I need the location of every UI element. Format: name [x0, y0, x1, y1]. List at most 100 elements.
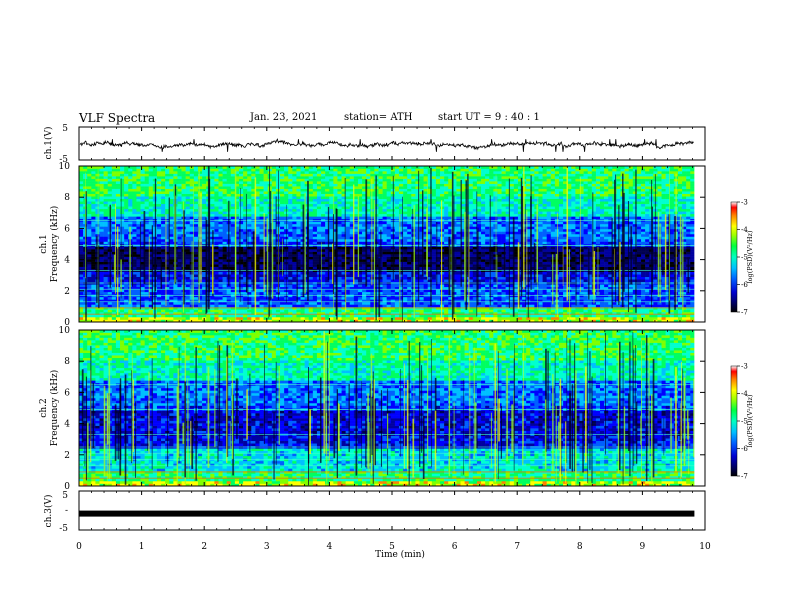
spectrogram-cell: [587, 276, 593, 280]
spectrogram-cell: [370, 259, 375, 262]
spectrogram-cell: [604, 319, 609, 323]
spectrogram-cell: [440, 314, 445, 318]
spectrogram-cell: [620, 319, 625, 323]
spectrogram-cell: [99, 299, 104, 303]
spectrogram-cell: [427, 296, 433, 300]
spectrogram-cell: [444, 249, 449, 252]
spectrogram-cell: [312, 301, 318, 305]
spectrogram-cell: [103, 276, 109, 280]
spectrogram-cell: [247, 286, 252, 290]
spectrogram-cell: [624, 246, 630, 250]
spectrogram-cell: [247, 296, 252, 300]
spectrogram-cell: [165, 301, 170, 305]
spectrogram-cell: [653, 316, 658, 320]
spectrogram-cell: [120, 236, 125, 240]
spectrogram-cell: [632, 314, 638, 318]
spectrogram-cell: [394, 309, 400, 313]
spectrogram-cell: [382, 271, 387, 275]
spectrogram-cell: [509, 246, 515, 250]
spectrogram-cell: [563, 246, 568, 250]
spectrogram-cell: [185, 299, 191, 303]
spectrogram-cell: [489, 319, 494, 323]
spectrogram-cell: [103, 271, 109, 275]
spectrogram-cell: [632, 291, 638, 295]
spectrogram-cell: [300, 301, 305, 305]
spectrogram-cell: [579, 261, 584, 265]
spectrogram-cell: [337, 319, 342, 323]
spectrogram-cell: [538, 284, 543, 288]
spectrogram-cell: [349, 284, 355, 288]
spectrogram-cell: [587, 279, 593, 283]
spectrogram-cell: [357, 261, 363, 265]
spectrogram-cell: [497, 309, 502, 313]
spectrogram-cell: [337, 238, 342, 242]
spectrogram-cell: [628, 284, 634, 288]
spectrogram-cell: [579, 286, 584, 290]
spectrogram-cell: [87, 309, 92, 313]
spectrogram-cell: [526, 319, 531, 323]
spectrogram-cell: [222, 311, 227, 315]
spectrogram-cell: [657, 289, 662, 293]
spectrogram-cell: [382, 314, 387, 318]
spectrogram-cell: [234, 314, 240, 318]
spectrogram-cell: [255, 256, 260, 260]
spectrogram-cell: [661, 284, 666, 288]
spectrogram-cell: [534, 319, 539, 323]
spectrogram-cell: [148, 274, 154, 278]
spectrogram-cell: [563, 311, 568, 315]
spectrogram-cell: [407, 251, 412, 255]
spectrogram-cell: [587, 301, 593, 305]
spectrogram-cell: [193, 314, 199, 318]
spectrogram-cell: [263, 304, 269, 308]
spectrogram-cell: [419, 238, 424, 242]
spectrogram-cell: [485, 289, 490, 293]
spectrogram-cell: [546, 304, 552, 308]
spectrogram-cell: [99, 241, 104, 245]
spectrogram-cell: [210, 296, 215, 300]
spectrogram-cell: [308, 296, 314, 300]
spectrogram-cell: [304, 286, 310, 290]
spectrogram-cell: [661, 304, 666, 308]
spectrogram-cell: [476, 264, 482, 267]
spectrogram-cell: [263, 264, 269, 267]
spectrogram-cell: [456, 254, 461, 257]
spectrogram-cell: [189, 311, 195, 315]
spectrogram-cell: [124, 316, 129, 320]
spectrogram-cell: [641, 264, 646, 267]
spectrogram-cell: [489, 309, 494, 313]
spectrogram-cell: [522, 319, 527, 323]
spectrogram-cell: [222, 291, 227, 295]
spectrogram-cell: [501, 311, 506, 315]
spectrogram-cell: [460, 316, 465, 320]
spectrogram-cell: [497, 256, 502, 260]
spectrogram-cell: [148, 279, 154, 283]
spectrogram-cell: [403, 246, 408, 250]
spectrogram-cell: [263, 254, 269, 257]
spectrogram-cell: [230, 241, 236, 245]
spectrogram-cell: [513, 289, 519, 293]
spectrogram-cell: [386, 311, 392, 315]
spectrogram-cell: [558, 286, 564, 290]
spectrogram-cell: [657, 296, 662, 300]
spectrogram-cell: [398, 274, 404, 278]
spectrogram-cell: [509, 254, 515, 257]
spectrogram-cell: [558, 314, 564, 318]
spectrogram-cell: [124, 284, 129, 288]
spectrogram-cell: [202, 299, 207, 303]
spectrogram-cell: [485, 238, 490, 242]
spectrogram-cell: [624, 314, 630, 318]
spectrogram-cell: [136, 291, 141, 295]
spectrogram-cell: [345, 274, 351, 278]
spectrogram-cell: [579, 314, 584, 318]
spectrogram-cell: [468, 256, 474, 260]
spectrogram-cell: [546, 286, 552, 290]
spectrogram-cell: [144, 264, 150, 267]
spectrogram-cell: [636, 301, 642, 305]
spectrogram-cell: [247, 238, 252, 242]
spectrogram-cell: [669, 238, 675, 242]
spectrogram-cell: [353, 286, 359, 290]
spectrogram-cell: [263, 249, 269, 252]
spectrogram-cell: [185, 289, 191, 293]
spectrogram-cell: [472, 301, 478, 305]
spectrogram-cell: [337, 311, 342, 315]
